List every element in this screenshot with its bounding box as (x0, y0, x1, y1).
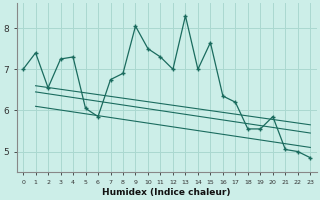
X-axis label: Humidex (Indice chaleur): Humidex (Indice chaleur) (102, 188, 231, 197)
